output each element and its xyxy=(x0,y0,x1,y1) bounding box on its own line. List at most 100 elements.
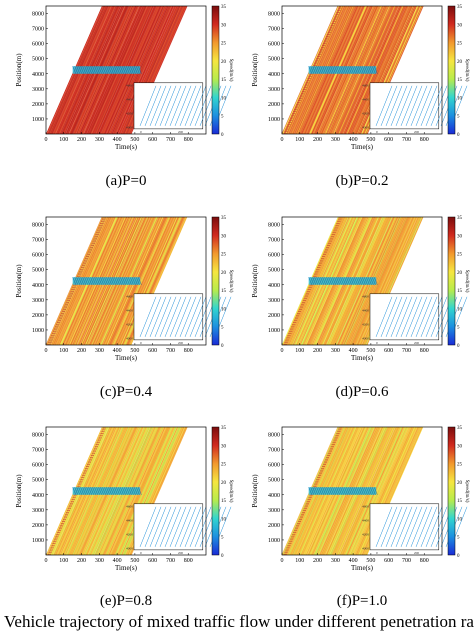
y-axis-label: Position(m) xyxy=(251,474,259,508)
congestion-hatch xyxy=(336,487,340,495)
x-tick-label: 800 xyxy=(184,137,193,143)
congestion-hatch xyxy=(108,66,112,74)
trajectory-layer xyxy=(282,217,424,345)
congestion-hatch xyxy=(316,277,321,285)
congestion-hatch xyxy=(364,277,368,285)
x-tick-label: 500 xyxy=(130,348,139,354)
congestion-hatch xyxy=(102,277,106,285)
congestion-hatch xyxy=(348,66,352,74)
colorbar-tick-label: 20 xyxy=(221,481,227,486)
inset-plot: 4000 4200 4400 4600 0 200 xyxy=(362,293,468,345)
congestion-hatch xyxy=(108,277,112,285)
congestion-hatch xyxy=(96,66,100,74)
y-tick-label: 1000 xyxy=(268,117,280,123)
inset-trajectory xyxy=(174,296,192,337)
x-tick-label: 600 xyxy=(384,558,393,564)
colorbar xyxy=(447,426,456,556)
inset-trajectory xyxy=(144,85,162,126)
inset-trajectory xyxy=(420,85,438,126)
congestion-hatch xyxy=(114,487,118,495)
trajectory-line xyxy=(349,217,407,345)
trajectory-line xyxy=(120,217,178,345)
congestion-hatch xyxy=(310,277,315,285)
y-tick-label: 2000 xyxy=(268,102,280,108)
axes-frame xyxy=(45,216,207,346)
congestion-hatch xyxy=(94,66,98,74)
congestion-hatch xyxy=(358,66,362,74)
trajectory-line xyxy=(118,217,176,345)
inset-y-tick: 4400 xyxy=(362,518,369,522)
congestion-hatch xyxy=(356,487,360,495)
congestion-hatch xyxy=(334,487,338,495)
y-tick-label: 5000 xyxy=(268,268,280,274)
congestion-hatch xyxy=(122,487,126,495)
congestion-hatch xyxy=(102,487,106,495)
x-tick-label: 500 xyxy=(366,558,375,564)
congestion-hatch xyxy=(372,487,376,495)
x-tick-label: 0 xyxy=(45,137,48,143)
y-tick-label: 5000 xyxy=(32,268,44,274)
inset-trajectory xyxy=(159,506,177,547)
congestion-hatch xyxy=(346,66,350,74)
congestion-hatch xyxy=(368,277,372,285)
congestion-hatch xyxy=(116,66,120,74)
panel-caption-c: (c)P=0.4 xyxy=(99,384,153,400)
inset-trajectory xyxy=(144,296,162,337)
colorbar xyxy=(211,426,220,556)
congestion-hatch xyxy=(100,277,104,285)
congestion-hatch xyxy=(338,487,342,495)
congestion-hatch xyxy=(366,66,370,74)
inset-trajectory xyxy=(154,506,172,547)
x-tick-label: 400 xyxy=(113,137,122,143)
inset-x-tick: 200 xyxy=(414,130,420,134)
colorbar-label: Speed(m/s) xyxy=(464,480,469,503)
inset-trajectory xyxy=(139,506,157,547)
y-axis-label: Position(m) xyxy=(15,53,23,87)
x-tick-label: 100 xyxy=(295,137,304,143)
congestion-hatch xyxy=(322,277,327,285)
congestion-hatch xyxy=(312,277,317,285)
congestion-hatch xyxy=(98,277,102,285)
congestion-hatch xyxy=(138,487,142,495)
x-tick-label: 500 xyxy=(130,137,139,143)
congestion-hatch xyxy=(118,66,122,74)
inset-trajectory xyxy=(415,85,433,126)
congestion-hatch xyxy=(128,277,132,285)
congestion-hatch xyxy=(364,66,368,74)
trajectory-line xyxy=(353,6,411,134)
colorbar-tick-label: 25 xyxy=(221,253,227,258)
congestion-hatch xyxy=(88,487,92,495)
congestion-hatch xyxy=(132,487,136,495)
congestion-hatch xyxy=(312,66,317,74)
colorbar-tick-label: 10 xyxy=(457,307,463,312)
inset-trajectory xyxy=(405,296,423,337)
trajectory-line xyxy=(114,427,172,555)
congestion-hatch xyxy=(336,66,340,74)
congestion-hatch xyxy=(106,66,110,74)
y-tick-label: 2000 xyxy=(268,523,280,529)
inset-trajectory xyxy=(184,85,202,126)
trajectory-line xyxy=(116,6,173,134)
colorbar-label: Speed(m/s) xyxy=(228,59,233,82)
x-tick-label: 600 xyxy=(148,137,157,143)
y-tick-label: 6000 xyxy=(268,42,280,48)
colorbar-tick-label: 20 xyxy=(221,271,227,276)
congestion-hatch xyxy=(92,66,96,74)
panel-caption-f: (f)P=1.0 xyxy=(336,593,388,609)
trajectory-line xyxy=(355,427,413,555)
congestion-hatch xyxy=(308,277,313,285)
congestion-hatch xyxy=(348,487,352,495)
congestion-hatch xyxy=(340,487,344,495)
congestion-hatch xyxy=(352,277,356,285)
y-tick-label: 6000 xyxy=(268,463,280,469)
trajectory-line xyxy=(122,6,180,134)
congestion-hatch xyxy=(334,277,338,285)
congestion-hatch xyxy=(96,277,100,285)
trajectory-line xyxy=(356,427,414,555)
x-axis-label: Time(s) xyxy=(351,354,374,362)
trajectory-line xyxy=(358,427,416,555)
trajectory-line xyxy=(358,427,415,555)
inset-trajectory xyxy=(405,506,423,547)
congestion-band xyxy=(72,66,141,74)
congestion-band xyxy=(72,487,141,495)
